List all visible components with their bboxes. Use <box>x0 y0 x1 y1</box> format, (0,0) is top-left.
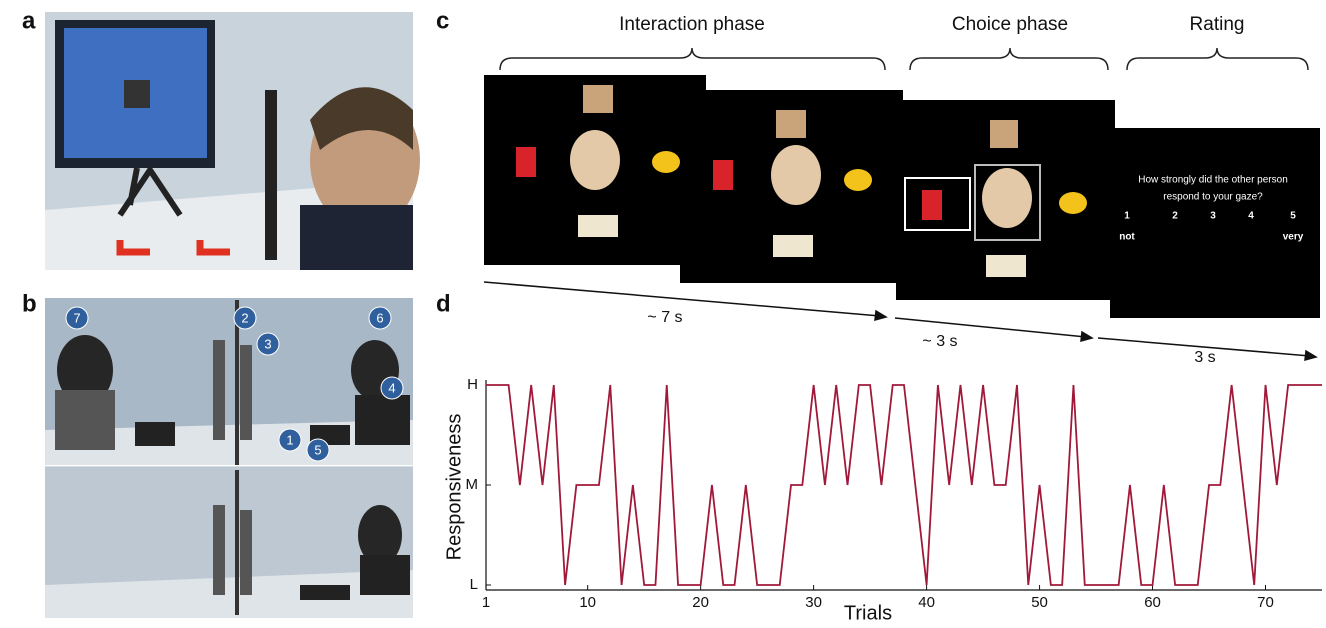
y-tick-label: L <box>470 576 478 593</box>
rating-option: 1 <box>1124 211 1130 222</box>
phase-braces <box>500 48 1308 70</box>
rating-option: 4 <box>1248 211 1254 222</box>
rating-anchor: not <box>1119 232 1135 243</box>
x-tick-label: 1 <box>482 594 490 611</box>
duration-label: ~ 3 s <box>922 333 957 350</box>
rating-question: respond to your gaze? <box>1163 192 1263 203</box>
rating-option: 3 <box>1210 211 1216 222</box>
panel-label: d <box>436 290 451 317</box>
x-tick-label: 20 <box>692 594 709 611</box>
badge-number: 1 <box>286 432 293 447</box>
y-axis-label: Responsiveness <box>443 414 465 561</box>
panel-a-image <box>45 12 420 270</box>
badge-number: 7 <box>73 310 80 325</box>
panel-label: a <box>22 7 36 34</box>
rating-question: How strongly did the other person <box>1138 175 1288 186</box>
badge-number: 4 <box>388 380 395 395</box>
panel-b-image <box>45 298 413 618</box>
rating-option: 2 <box>1172 211 1178 222</box>
rating-anchor: very <box>1283 232 1304 243</box>
figure: a b 1 2 3 4 5 6 7 c <box>0 0 1326 628</box>
duration-label: ~ 7 s <box>647 309 682 326</box>
phase-label: Rating <box>1190 14 1245 35</box>
x-axis-label: Trials <box>844 602 892 624</box>
badge-number: 3 <box>264 336 271 351</box>
duration-label: 3 s <box>1194 349 1215 366</box>
phase-label: Choice phase <box>952 14 1068 35</box>
x-tick-label: 30 <box>805 594 822 611</box>
badge-number: 6 <box>376 310 383 325</box>
x-tick-label: 50 <box>1031 594 1048 611</box>
phase-label: Interaction phase <box>619 14 765 35</box>
panel-label: c <box>436 7 449 34</box>
rating-option: 5 <box>1290 211 1296 222</box>
x-tick-label: 70 <box>1257 594 1274 611</box>
y-tick-label: H <box>467 376 478 393</box>
x-tick-label: 10 <box>579 594 596 611</box>
x-tick-label: 40 <box>918 594 935 611</box>
badge-number: 2 <box>241 310 248 325</box>
panel-label: b <box>22 290 37 317</box>
y-tick-label: M <box>466 476 479 493</box>
badge-number: 5 <box>314 442 321 457</box>
x-tick-label: 60 <box>1144 594 1161 611</box>
responsiveness-line <box>486 385 1322 585</box>
